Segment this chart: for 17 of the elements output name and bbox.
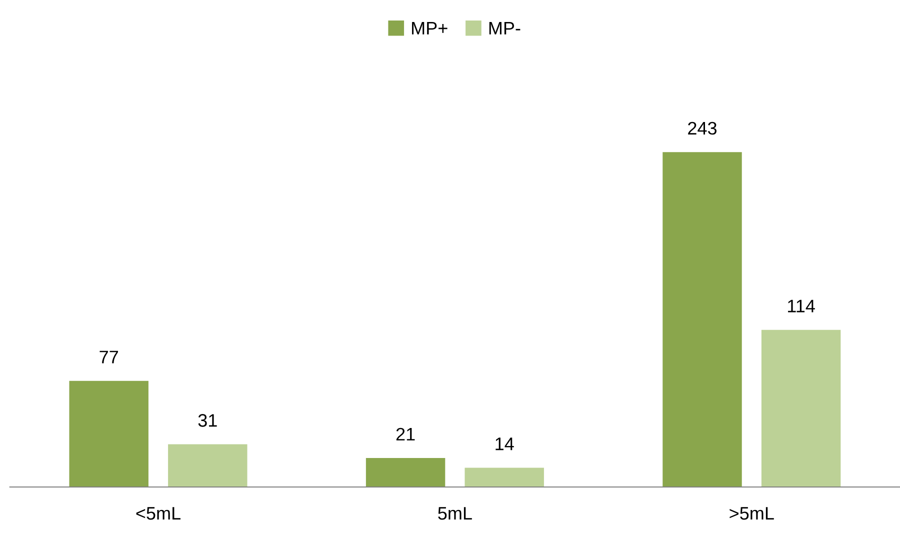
x-tick-label: <5mL xyxy=(136,507,180,520)
data-label: 14 xyxy=(496,438,514,450)
bar xyxy=(464,468,544,487)
bar xyxy=(168,444,248,487)
data-label: 114 xyxy=(788,300,815,312)
bar xyxy=(69,380,148,487)
legend-label: MP+ xyxy=(412,22,448,34)
bar xyxy=(761,330,841,487)
x-tick-label: >5mL xyxy=(730,507,774,520)
data-label: 31 xyxy=(198,414,217,427)
bar xyxy=(366,458,446,487)
data-label: 21 xyxy=(396,428,415,440)
data-label: 77 xyxy=(100,350,118,364)
bar xyxy=(662,152,742,487)
data-label: 243 xyxy=(688,122,717,135)
legend-label: MP- xyxy=(489,22,520,34)
x-tick-label: 5mL xyxy=(438,507,472,520)
